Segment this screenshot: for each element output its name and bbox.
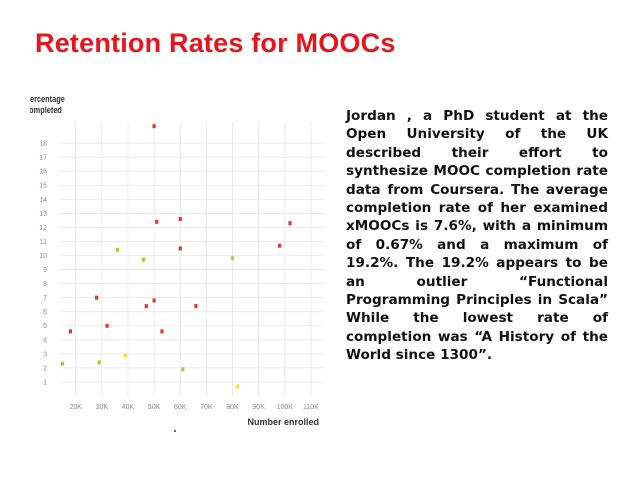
- y-tick-label: 4: [43, 337, 47, 344]
- x-tick-label: 30K: [96, 404, 109, 411]
- data-point-red: [277, 243, 282, 248]
- x-axis-label: Number enrolled: [247, 417, 319, 427]
- data-point-red: [178, 246, 182, 251]
- slide-title: Retention Rates for MOOCs: [35, 28, 396, 58]
- y-tick-label: 17: [39, 155, 47, 162]
- x-tick-label: 90K: [252, 404, 265, 411]
- y-tick-label: 1: [43, 379, 47, 386]
- x-tick-label: 60K: [174, 404, 187, 411]
- body-paragraph: Jordan , a PhD student at the Open Unive…: [346, 108, 608, 364]
- data-point-red: [160, 329, 164, 334]
- y-tick-label: 5: [43, 323, 47, 330]
- x-tick-label: 50K: [148, 404, 161, 411]
- x-tick-label: 100K: [277, 404, 294, 411]
- data-point-green: [142, 257, 146, 262]
- data-point-green: [115, 247, 120, 252]
- x-tick-label: 40K: [122, 404, 135, 411]
- scatter-chart: 1 2 3 4 5 6 7 8 9 10 11 12 13 14 15 16 17 18 20K 30K 40K 50K 6…: [30, 92, 330, 437]
- data-point-red: [288, 221, 292, 226]
- y-axis-label: Percentage: [30, 94, 65, 104]
- x-tick-label: 80K: [226, 404, 239, 411]
- x-tick-label: 110K: [303, 404, 319, 411]
- data-point-green: [230, 256, 235, 261]
- y-tick-label: 13: [39, 211, 47, 218]
- data-point-yellow: [236, 384, 240, 389]
- data-point-green: [97, 360, 101, 365]
- data-point-red: [144, 304, 148, 309]
- y-tick-label: 3: [43, 351, 47, 358]
- y-tick-label: 7: [43, 295, 47, 302]
- data-point-red: [178, 216, 182, 221]
- data-point-red: [105, 323, 109, 328]
- data-point-red: [94, 295, 99, 300]
- x-tick-label: 20K: [69, 404, 82, 411]
- y-tick-label: 11: [40, 239, 47, 246]
- y-tick-label: 2: [43, 365, 47, 372]
- data-point-yellow: [123, 353, 127, 358]
- y-tick-label: 10: [39, 253, 47, 260]
- axis-marker: [173, 429, 177, 433]
- data-point-green: [61, 361, 65, 366]
- data-points: [61, 124, 292, 389]
- y-tick-label: 15: [39, 183, 47, 190]
- y-tick-label: 12: [39, 225, 47, 232]
- y-tick-label: 8: [43, 281, 47, 288]
- data-point-red: [194, 304, 198, 309]
- data-point-green: [181, 367, 185, 372]
- y-axis-label: completed: [30, 105, 62, 115]
- y-tick-label: 16: [39, 169, 47, 176]
- y-tick-label: 6: [43, 309, 47, 316]
- data-point-red: [152, 298, 156, 303]
- grid: [60, 122, 324, 396]
- y-tick-label: 18: [39, 141, 47, 148]
- y-tick-label: 14: [39, 197, 47, 204]
- data-point-red: [155, 219, 159, 224]
- data-point-red: [68, 329, 73, 334]
- y-tick-label: 9: [43, 267, 47, 274]
- axis-labels: Percentagecompleted Number enrolled: [30, 94, 319, 433]
- data-point-red: [152, 124, 156, 129]
- x-tick-label: 70K: [200, 404, 213, 411]
